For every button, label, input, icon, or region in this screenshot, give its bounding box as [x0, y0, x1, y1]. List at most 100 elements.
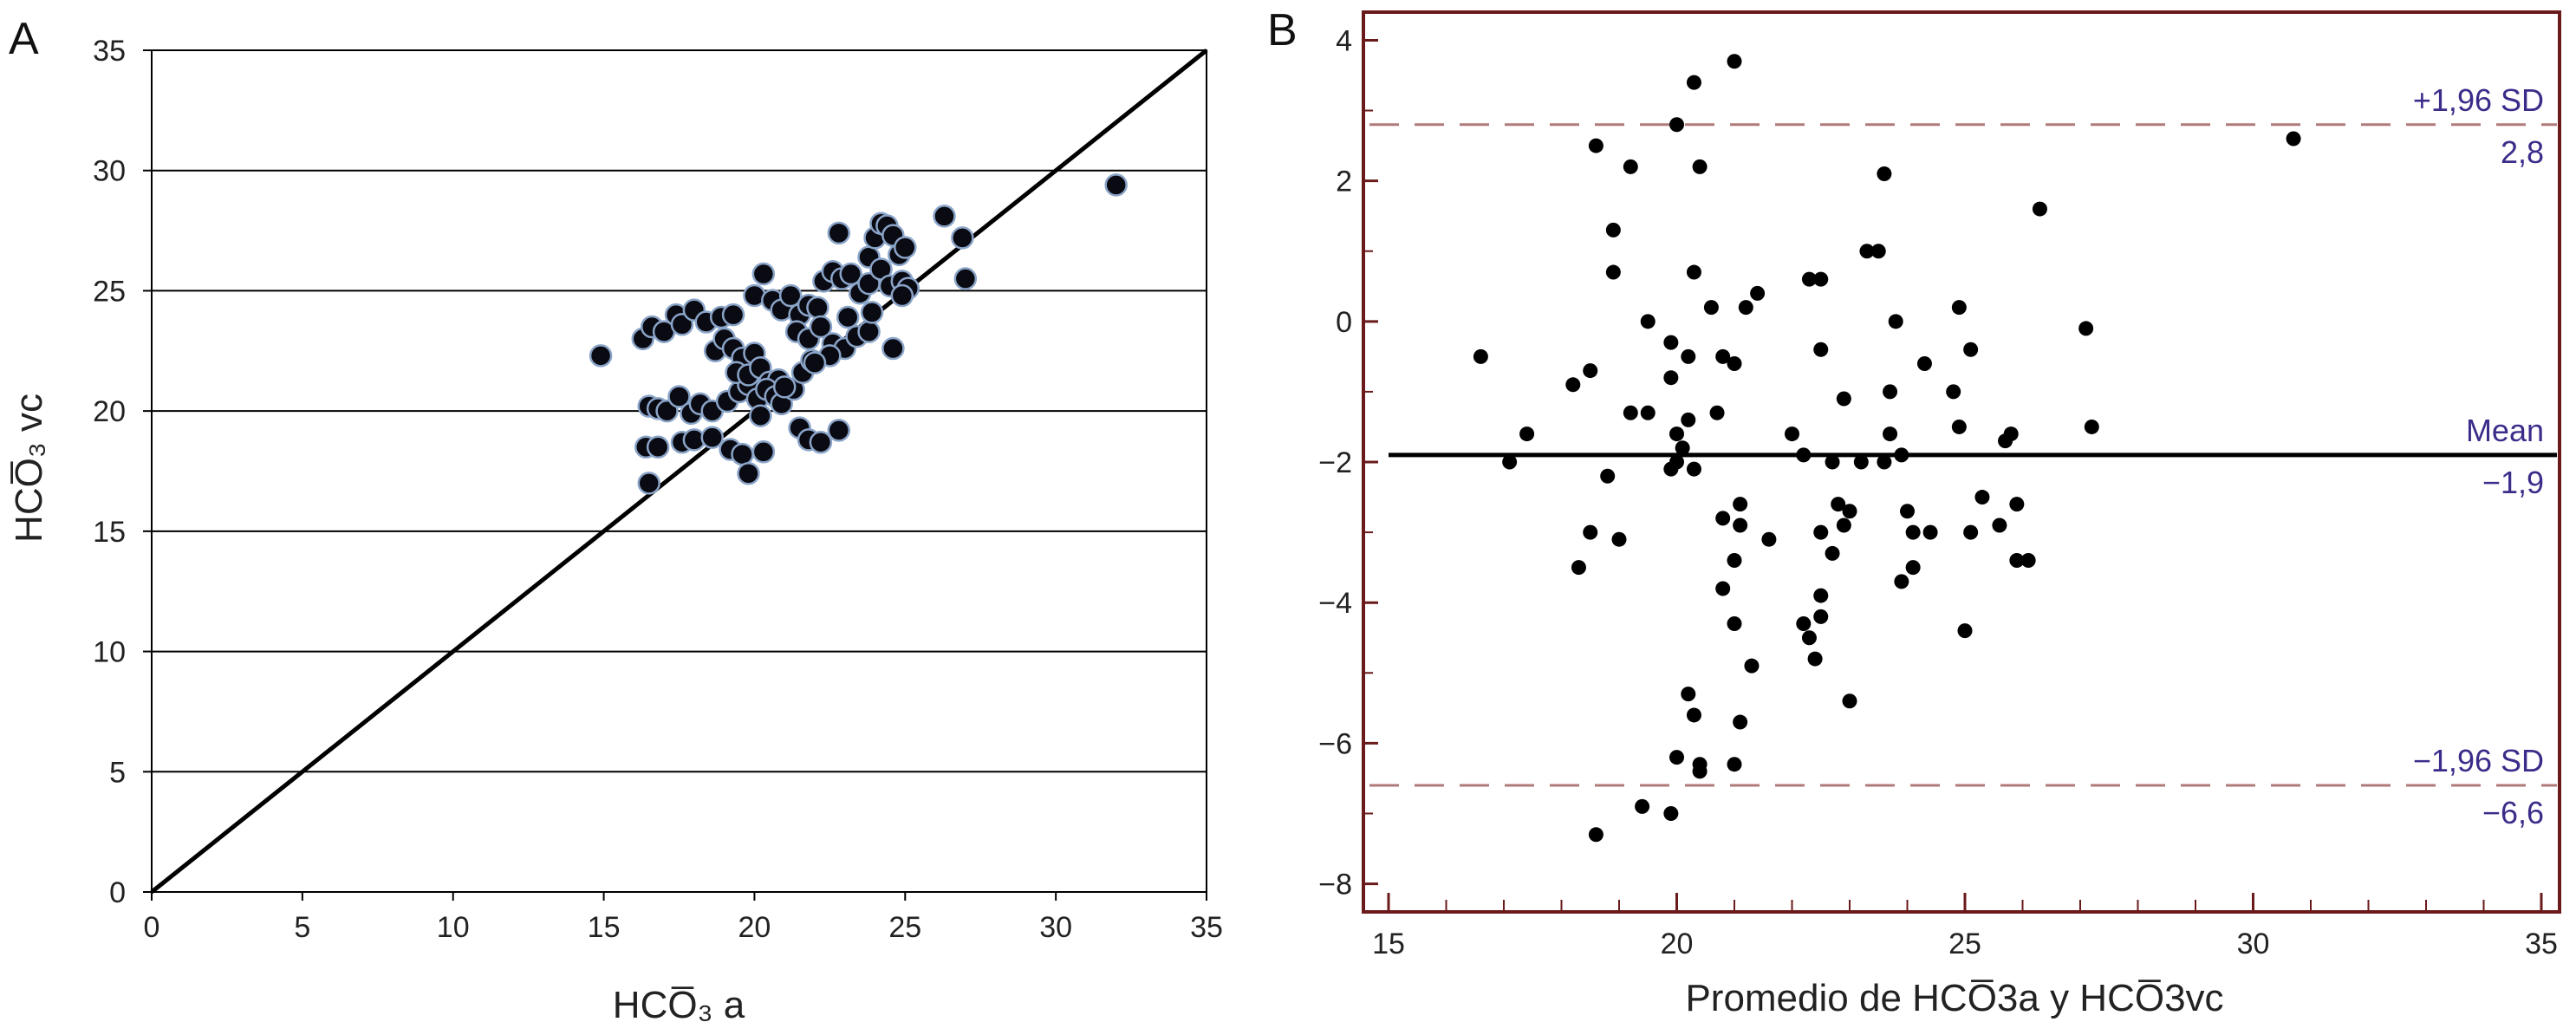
data-point	[1900, 504, 1915, 519]
data-point	[2009, 553, 2025, 569]
data-point	[1727, 54, 1742, 69]
data-point	[1951, 419, 1967, 434]
data-point	[1922, 524, 1938, 540]
data-point	[894, 236, 917, 259]
data-point	[1669, 750, 1684, 765]
data-point	[2078, 321, 2094, 336]
data-point	[1796, 616, 1812, 632]
upper-limit-value: 2,8	[2501, 134, 2544, 170]
upper-limit-label: +1,96 SD	[2413, 82, 2544, 118]
x-tick-label: 25	[888, 911, 921, 944]
data-point	[1946, 384, 1961, 400]
data-point	[1709, 405, 1725, 420]
data-point	[1675, 440, 1690, 456]
data-point	[1583, 363, 1598, 379]
panel-b-label: B	[1267, 5, 1298, 55]
data-point	[1813, 342, 1829, 357]
data-point	[1623, 405, 1638, 420]
data-point	[1813, 524, 1829, 540]
data-point	[881, 336, 905, 361]
data-point	[809, 430, 833, 454]
data-point	[1588, 138, 1603, 153]
data-point	[751, 440, 776, 464]
data-point	[1605, 222, 1621, 238]
data-point	[1727, 553, 1742, 569]
data-point	[1686, 75, 1701, 90]
x-tick-label: 0	[144, 911, 160, 944]
y-tick-label: 5	[109, 756, 126, 789]
data-point	[2032, 201, 2047, 217]
panel-a-gridlines	[152, 169, 1207, 773]
data-point	[1733, 497, 1748, 512]
panel-b-points	[1473, 54, 2301, 843]
data-point	[670, 313, 694, 336]
data-point	[1727, 355, 1742, 371]
data-point	[2009, 497, 2025, 512]
data-point	[1894, 447, 1909, 463]
data-point	[751, 262, 776, 286]
data-point	[1957, 623, 1973, 639]
data-point	[1623, 159, 1638, 174]
data-point	[1640, 405, 1656, 420]
y-tick-label: −8	[1318, 869, 1352, 902]
panel-b-x-axis-title: Promedio de HCO̅3a y HCO̅3vc	[1685, 977, 2223, 1019]
data-point	[1825, 454, 1840, 470]
y-tick-label: 25	[93, 275, 126, 308]
y-tick-label: −6	[1318, 727, 1352, 760]
y-tick-label: 0	[1336, 306, 1352, 339]
data-point	[1583, 524, 1598, 540]
mean-label: Mean	[2466, 413, 2544, 448]
data-point	[1588, 827, 1603, 843]
data-point	[1905, 524, 1921, 540]
data-point	[1669, 454, 1684, 470]
y-tick-label: 4	[1336, 24, 1352, 57]
data-point	[839, 262, 862, 286]
lower-limit-label: −1,96 SD	[2413, 743, 2544, 778]
x-tick-label: 35	[2525, 928, 2558, 960]
data-point	[1681, 412, 1696, 427]
identity-line	[150, 49, 1208, 894]
data-point	[1807, 651, 1823, 667]
data-point	[1611, 531, 1627, 547]
data-point	[860, 301, 884, 324]
y-tick-label: 20	[93, 395, 126, 428]
panel-b-y-ticks: 4 2 0 −2 −4 −6 −8	[1318, 24, 1378, 902]
data-point	[827, 221, 851, 245]
data-point	[1877, 166, 1892, 182]
data-point	[589, 344, 613, 368]
data-point	[1888, 314, 1903, 329]
data-point	[1951, 300, 1967, 316]
data-point	[1744, 658, 1760, 674]
data-point	[1686, 461, 1701, 477]
data-point	[1715, 511, 1731, 526]
data-point	[1801, 271, 1817, 287]
data-point	[1733, 518, 1748, 533]
data-point	[1801, 630, 1817, 646]
y-tick-label: −2	[1318, 446, 1352, 479]
data-point	[1104, 173, 1128, 197]
data-point	[1883, 426, 1898, 442]
data-point	[772, 375, 797, 399]
mean-value: −1,9	[2482, 465, 2544, 500]
x-tick-label: 20	[1661, 928, 1694, 960]
data-point	[1681, 687, 1696, 702]
data-point	[1894, 574, 1909, 589]
panel-a-plot-area	[151, 49, 1207, 893]
panel-b: B 420−2−4−6−8 15 20 25 30 35 +1,96 SD 2,8 Me…	[1267, 5, 2561, 1019]
x-tick-label: 35	[1190, 911, 1223, 944]
x-tick-label: 5	[294, 911, 310, 944]
data-point	[890, 283, 914, 308]
data-point	[1669, 426, 1684, 442]
data-point	[1686, 707, 1701, 723]
data-point	[1669, 117, 1684, 133]
data-point	[1813, 609, 1829, 624]
data-point	[836, 305, 860, 329]
data-point	[1733, 714, 1748, 730]
data-point	[806, 296, 829, 320]
data-point	[1640, 314, 1656, 329]
data-point	[2286, 131, 2301, 146]
data-point	[953, 267, 978, 290]
data-point	[2020, 553, 2036, 569]
data-point	[803, 351, 827, 374]
data-point	[2084, 419, 2099, 434]
